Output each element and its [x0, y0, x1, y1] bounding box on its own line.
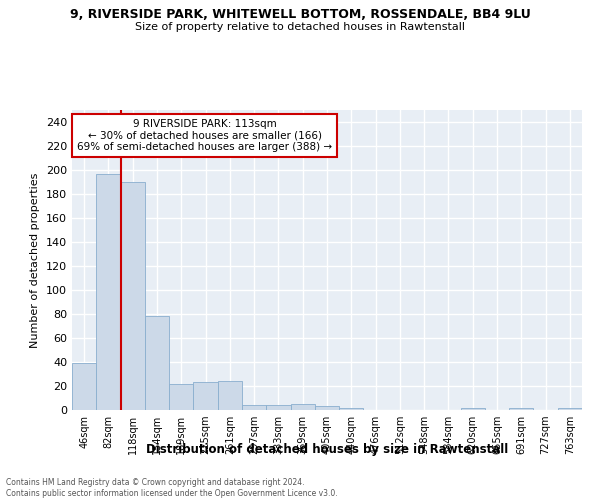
- Bar: [339, 408, 364, 410]
- Bar: [266, 405, 290, 410]
- Bar: [242, 405, 266, 410]
- Text: 9, RIVERSIDE PARK, WHITEWELL BOTTOM, ROSSENDALE, BB4 9LU: 9, RIVERSIDE PARK, WHITEWELL BOTTOM, ROS…: [70, 8, 530, 20]
- Text: Size of property relative to detached houses in Rawtenstall: Size of property relative to detached ho…: [135, 22, 465, 32]
- Bar: [72, 363, 96, 410]
- Bar: [218, 381, 242, 410]
- Text: Contains HM Land Registry data © Crown copyright and database right 2024.
Contai: Contains HM Land Registry data © Crown c…: [6, 478, 338, 498]
- Bar: [315, 406, 339, 410]
- Bar: [121, 182, 145, 410]
- Bar: [145, 316, 169, 410]
- Text: Distribution of detached houses by size in Rawtenstall: Distribution of detached houses by size …: [146, 442, 508, 456]
- Text: 9 RIVERSIDE PARK: 113sqm
← 30% of detached houses are smaller (166)
69% of semi-: 9 RIVERSIDE PARK: 113sqm ← 30% of detach…: [77, 119, 332, 152]
- Bar: [96, 174, 121, 410]
- Bar: [290, 404, 315, 410]
- Y-axis label: Number of detached properties: Number of detached properties: [31, 172, 40, 348]
- Bar: [461, 408, 485, 410]
- Bar: [193, 382, 218, 410]
- Bar: [169, 384, 193, 410]
- Bar: [558, 408, 582, 410]
- Bar: [509, 408, 533, 410]
